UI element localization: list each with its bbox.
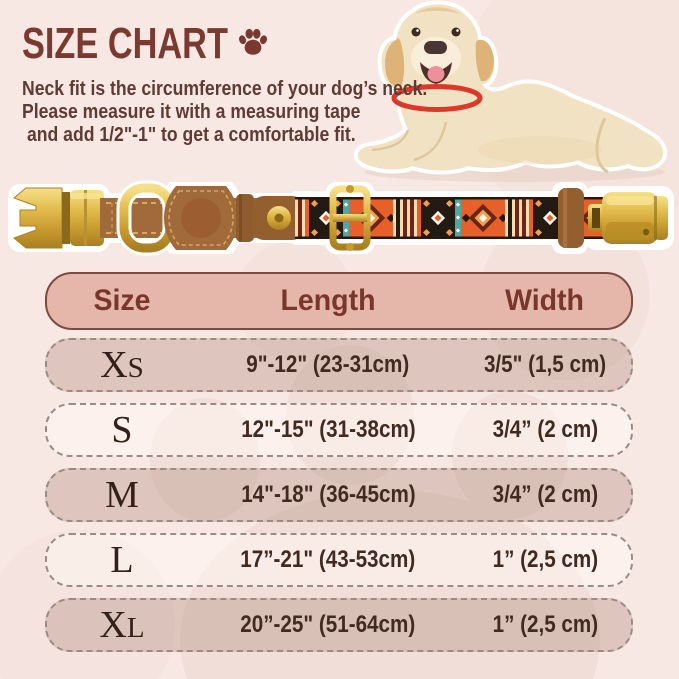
width-value: 1” (2,5 cm) (492, 611, 598, 638)
length-value: 17”-21" (43-53cm) (240, 546, 416, 573)
size-chart-table: Size Length Width XS 9"-12" (23-31cm) 3/… (45, 272, 633, 663)
neck-measure-ring (391, 84, 483, 112)
width-value: 3/5" (1,5 cm) (483, 351, 607, 378)
table-row-xs: XS 9"-12" (23-31cm) 3/5" (1,5 cm) (45, 338, 633, 392)
size-label: XL (99, 604, 145, 646)
column-header-width: Width (505, 284, 585, 317)
length-value: 14"-18" (36-45cm) (240, 481, 416, 508)
dog-photo (353, 0, 668, 182)
page-title: SIZE CHART (22, 19, 228, 68)
length-value: 9"-12" (23-31cm) (246, 351, 410, 378)
size-label: S (111, 409, 133, 451)
table-row-m: M 14"-18" (36-45cm) 3/4” (2 cm) (45, 468, 633, 522)
table-header: Size Length Width (45, 272, 633, 330)
size-label: L (110, 539, 134, 581)
paw-icon (239, 28, 267, 55)
collar-buckle-female (588, 192, 668, 244)
length-value: 12"-15" (31-38cm) (240, 416, 416, 443)
collar-keeper-loop (558, 188, 584, 248)
instruction-line-2: Please measure it with a measuring tape (22, 101, 361, 123)
width-value: 3/4” (2 cm) (492, 416, 598, 443)
length-value: 20”-25" (51-64cm) (240, 611, 416, 638)
collar-buckle-male (13, 187, 104, 249)
dog-ear-right (475, 39, 494, 82)
collar-image (8, 180, 674, 256)
dog-tongue (427, 66, 445, 82)
column-header-size: Size (93, 284, 151, 317)
table-row-l: L 17”-21" (43-53cm) 1” (2,5 cm) (45, 533, 633, 587)
column-header-length: Length (280, 284, 376, 317)
table-row-xl: XL 20”-25" (51-64cm) 1” (2,5 cm) (45, 598, 633, 652)
instruction-line-3: and add 1/2"-1" to get a comfortable fit… (27, 124, 356, 146)
dog-ear-left (385, 38, 405, 87)
width-value: 3/4” (2 cm) (492, 481, 598, 508)
measuring-instructions: Neck fit is the circumference of your do… (22, 78, 427, 147)
size-label: XS (100, 344, 144, 386)
collar-snap-tab (252, 196, 304, 240)
size-label: M (105, 474, 139, 516)
header-block: SIZE CHART Neck fit is the circumference… (22, 19, 427, 147)
instruction-line-1: Neck fit is the circumference of your do… (22, 78, 428, 100)
width-value: 1” (2,5 cm) (492, 546, 598, 573)
collar-slide-adjuster (329, 185, 371, 251)
airtag-holder (164, 186, 254, 250)
dog-nose (424, 41, 447, 54)
dog-eye-right (451, 27, 461, 37)
table-row-s: S 12"-15" (31-38cm) 3/4” (2 cm) (45, 403, 633, 457)
